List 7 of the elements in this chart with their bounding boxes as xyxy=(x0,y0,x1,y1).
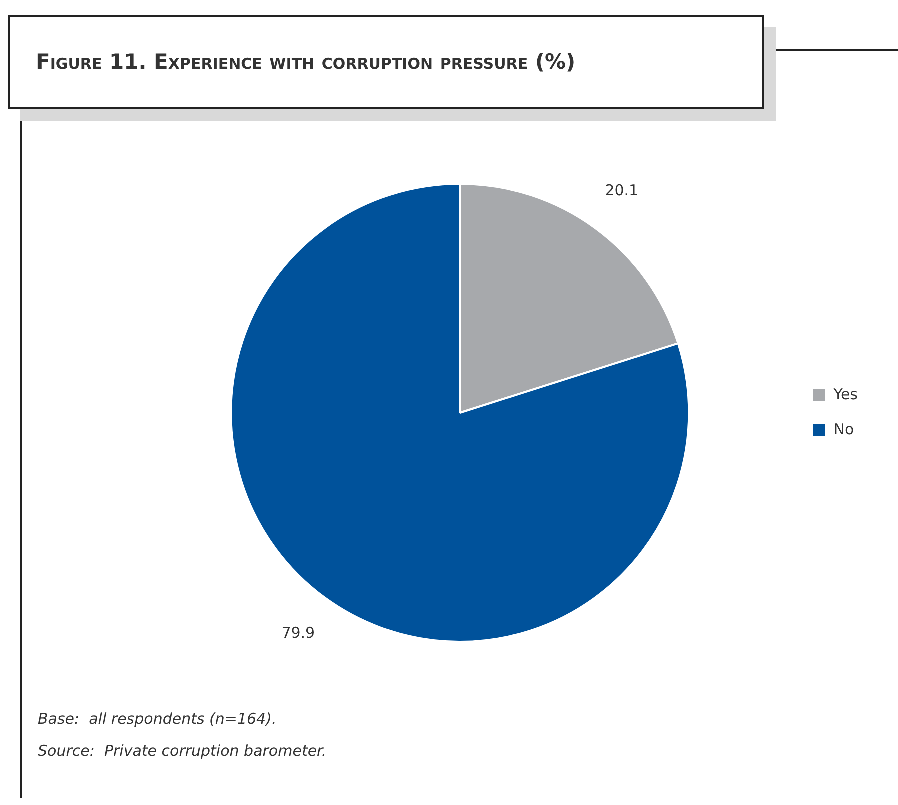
text: Base: all respondents (n=164). xyxy=(38,709,278,730)
legend-label: Yes xyxy=(832,385,858,404)
data-label: 79.9 xyxy=(282,624,316,642)
source-note: Source: Private corruption barometer. xyxy=(38,741,327,762)
data-label: 20.1 xyxy=(605,182,639,200)
chart-title: Figure 11. Experience with corruption pressure (%) xyxy=(36,50,576,74)
legend-label: No xyxy=(834,420,854,438)
